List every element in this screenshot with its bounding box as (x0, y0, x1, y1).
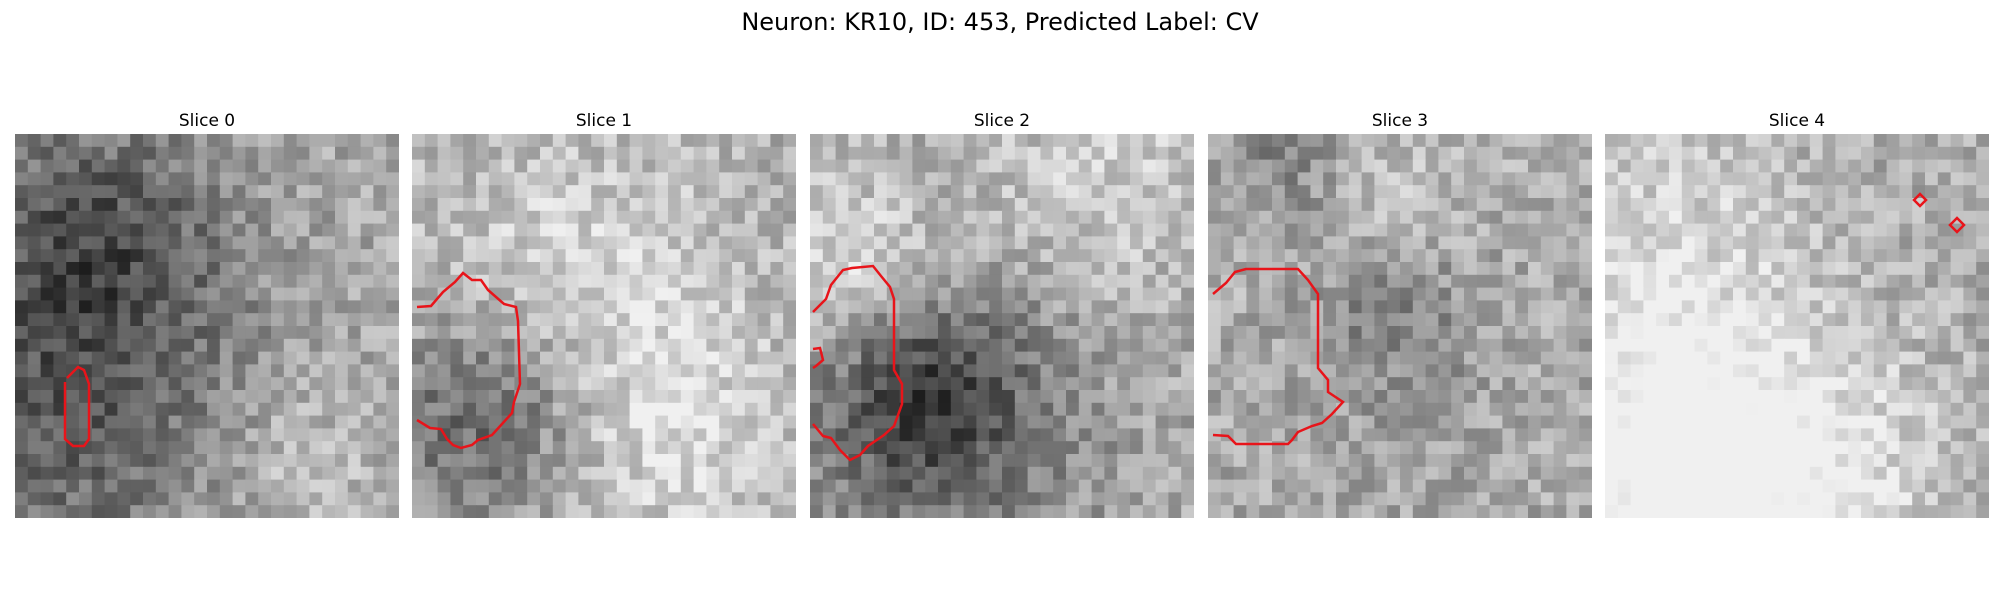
panel-title: Slice 0 (178, 111, 236, 131)
roi-outline (1212, 267, 1345, 446)
panel-title: Slice 1 (575, 111, 633, 131)
pixel-grid (810, 134, 1194, 518)
slice-image (15, 134, 399, 518)
roi-outline (63, 365, 91, 448)
roi-outline (812, 346, 825, 370)
panel-slice-0: Slice 0 (15, 108, 399, 518)
panel-slice-4: Slice 4 (1605, 108, 1989, 518)
slice-image (412, 134, 796, 518)
slice-image (1208, 134, 1592, 518)
pixel-grid (1605, 134, 1989, 518)
roi-outline (812, 264, 904, 462)
panel-title: Slice 4 (1768, 111, 1826, 131)
panel-title: Slice 3 (1371, 111, 1429, 131)
figure-title: Neuron: KR10, ID: 453, Predicted Label: … (741, 8, 1259, 36)
roi-outline (1948, 216, 1966, 234)
slice-image (810, 134, 1194, 518)
panel-slice-3: Slice 3 (1208, 108, 1592, 518)
roi-outline (416, 271, 522, 450)
roi-outline (1912, 192, 1928, 208)
pixel-grid (1208, 134, 1592, 518)
slice-image (1605, 134, 1989, 518)
panel-title: Slice 2 (973, 111, 1031, 131)
pixel-grid (15, 134, 399, 518)
panel-slice-1: Slice 1 (412, 108, 796, 518)
panel-slice-2: Slice 2 (810, 108, 1194, 518)
pixel-grid (412, 134, 796, 518)
